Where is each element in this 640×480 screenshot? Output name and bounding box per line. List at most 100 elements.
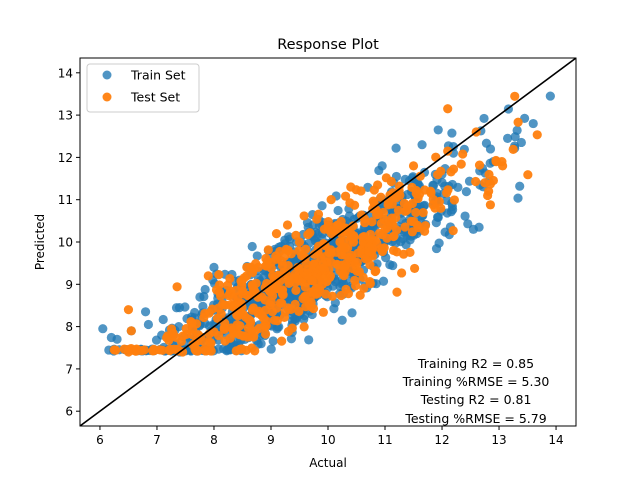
x-tick-label: 7 — [153, 433, 161, 447]
test-point — [364, 247, 374, 257]
test-point — [162, 333, 172, 343]
test-point — [400, 222, 410, 232]
test-point — [387, 213, 397, 223]
test-point — [235, 344, 245, 354]
test-point — [356, 186, 366, 196]
train-point — [209, 262, 219, 272]
test-point — [412, 220, 423, 230]
test-point — [251, 259, 261, 269]
test-point — [243, 290, 253, 301]
test-point — [336, 290, 346, 301]
test-point — [321, 289, 331, 299]
test-point — [372, 238, 382, 249]
train-point — [337, 315, 347, 325]
test-point — [305, 228, 315, 238]
train-point — [313, 229, 323, 239]
train-point — [417, 140, 427, 150]
x-tick-label: 6 — [96, 433, 104, 447]
test-point — [271, 254, 282, 264]
test-point — [338, 242, 349, 252]
test-point — [303, 264, 313, 275]
test-point — [235, 321, 245, 331]
train-point — [502, 133, 513, 143]
test-point — [313, 209, 324, 219]
train-point — [433, 125, 443, 135]
train-point — [284, 232, 294, 242]
test-point — [109, 345, 119, 355]
test-point — [532, 130, 542, 140]
test-point — [277, 336, 287, 346]
test-point — [471, 176, 481, 187]
y-tick-label: 8 — [65, 320, 73, 334]
test-point — [265, 300, 275, 310]
test-point — [402, 205, 412, 215]
test-point — [187, 329, 197, 340]
test-point — [199, 345, 209, 355]
test-point — [191, 345, 201, 356]
test-point — [306, 287, 316, 297]
test-point — [381, 173, 391, 183]
test-point — [326, 257, 336, 267]
test-point — [215, 287, 225, 298]
test-point — [508, 144, 518, 154]
test-point — [268, 291, 278, 301]
test-point — [497, 157, 507, 167]
test-point — [360, 218, 370, 228]
train-point — [419, 200, 430, 210]
test-point — [426, 186, 436, 196]
test-point — [207, 304, 217, 314]
train-point — [516, 137, 526, 148]
test-point — [340, 226, 351, 236]
test-point — [356, 210, 367, 220]
test-point — [448, 225, 458, 236]
test-point — [387, 199, 397, 209]
test-point — [307, 275, 317, 286]
test-point — [166, 324, 177, 334]
train-point — [461, 187, 471, 197]
test-point — [277, 298, 287, 308]
train-point — [408, 172, 418, 182]
test-point — [367, 217, 377, 227]
testing-rmse-text: Testing %RMSE = 5.79 — [404, 411, 546, 426]
test-point — [299, 322, 309, 332]
train-point — [442, 208, 452, 218]
test-point — [372, 180, 383, 190]
test-point — [355, 290, 365, 300]
y-axis-label: Predicted — [33, 214, 47, 270]
x-tick-label: 8 — [210, 433, 218, 447]
train-point — [510, 132, 520, 142]
train-point — [266, 344, 276, 354]
test-point — [318, 263, 328, 273]
test-point — [294, 237, 305, 247]
training-rmse-text: Training %RMSE = 5.30 — [402, 374, 550, 389]
test-point — [341, 284, 351, 294]
identity-line — [80, 58, 576, 426]
train-point — [213, 344, 224, 354]
test-point — [377, 244, 387, 255]
test-point — [376, 218, 386, 229]
test-point — [123, 347, 134, 357]
y-tick-label: 9 — [65, 278, 73, 292]
test-point — [411, 185, 421, 196]
x-tick-label: 10 — [320, 433, 335, 447]
train-point — [195, 292, 205, 302]
y-tick-label: 13 — [58, 109, 73, 123]
train-point — [317, 201, 327, 211]
train-point — [140, 307, 151, 317]
test-point — [339, 262, 349, 272]
test-point — [430, 203, 440, 213]
test-point — [405, 247, 415, 258]
chart-title: Response Plot — [277, 37, 379, 53]
test-point — [354, 267, 364, 277]
test-point — [458, 149, 468, 159]
test-point — [443, 185, 453, 195]
train-point — [333, 205, 343, 216]
test-point — [212, 313, 223, 323]
test-point — [172, 282, 182, 292]
y-tick-label: 12 — [58, 151, 73, 165]
test-point — [263, 245, 273, 255]
test-point — [279, 267, 289, 277]
test-point — [190, 337, 200, 348]
test-point — [279, 312, 289, 323]
